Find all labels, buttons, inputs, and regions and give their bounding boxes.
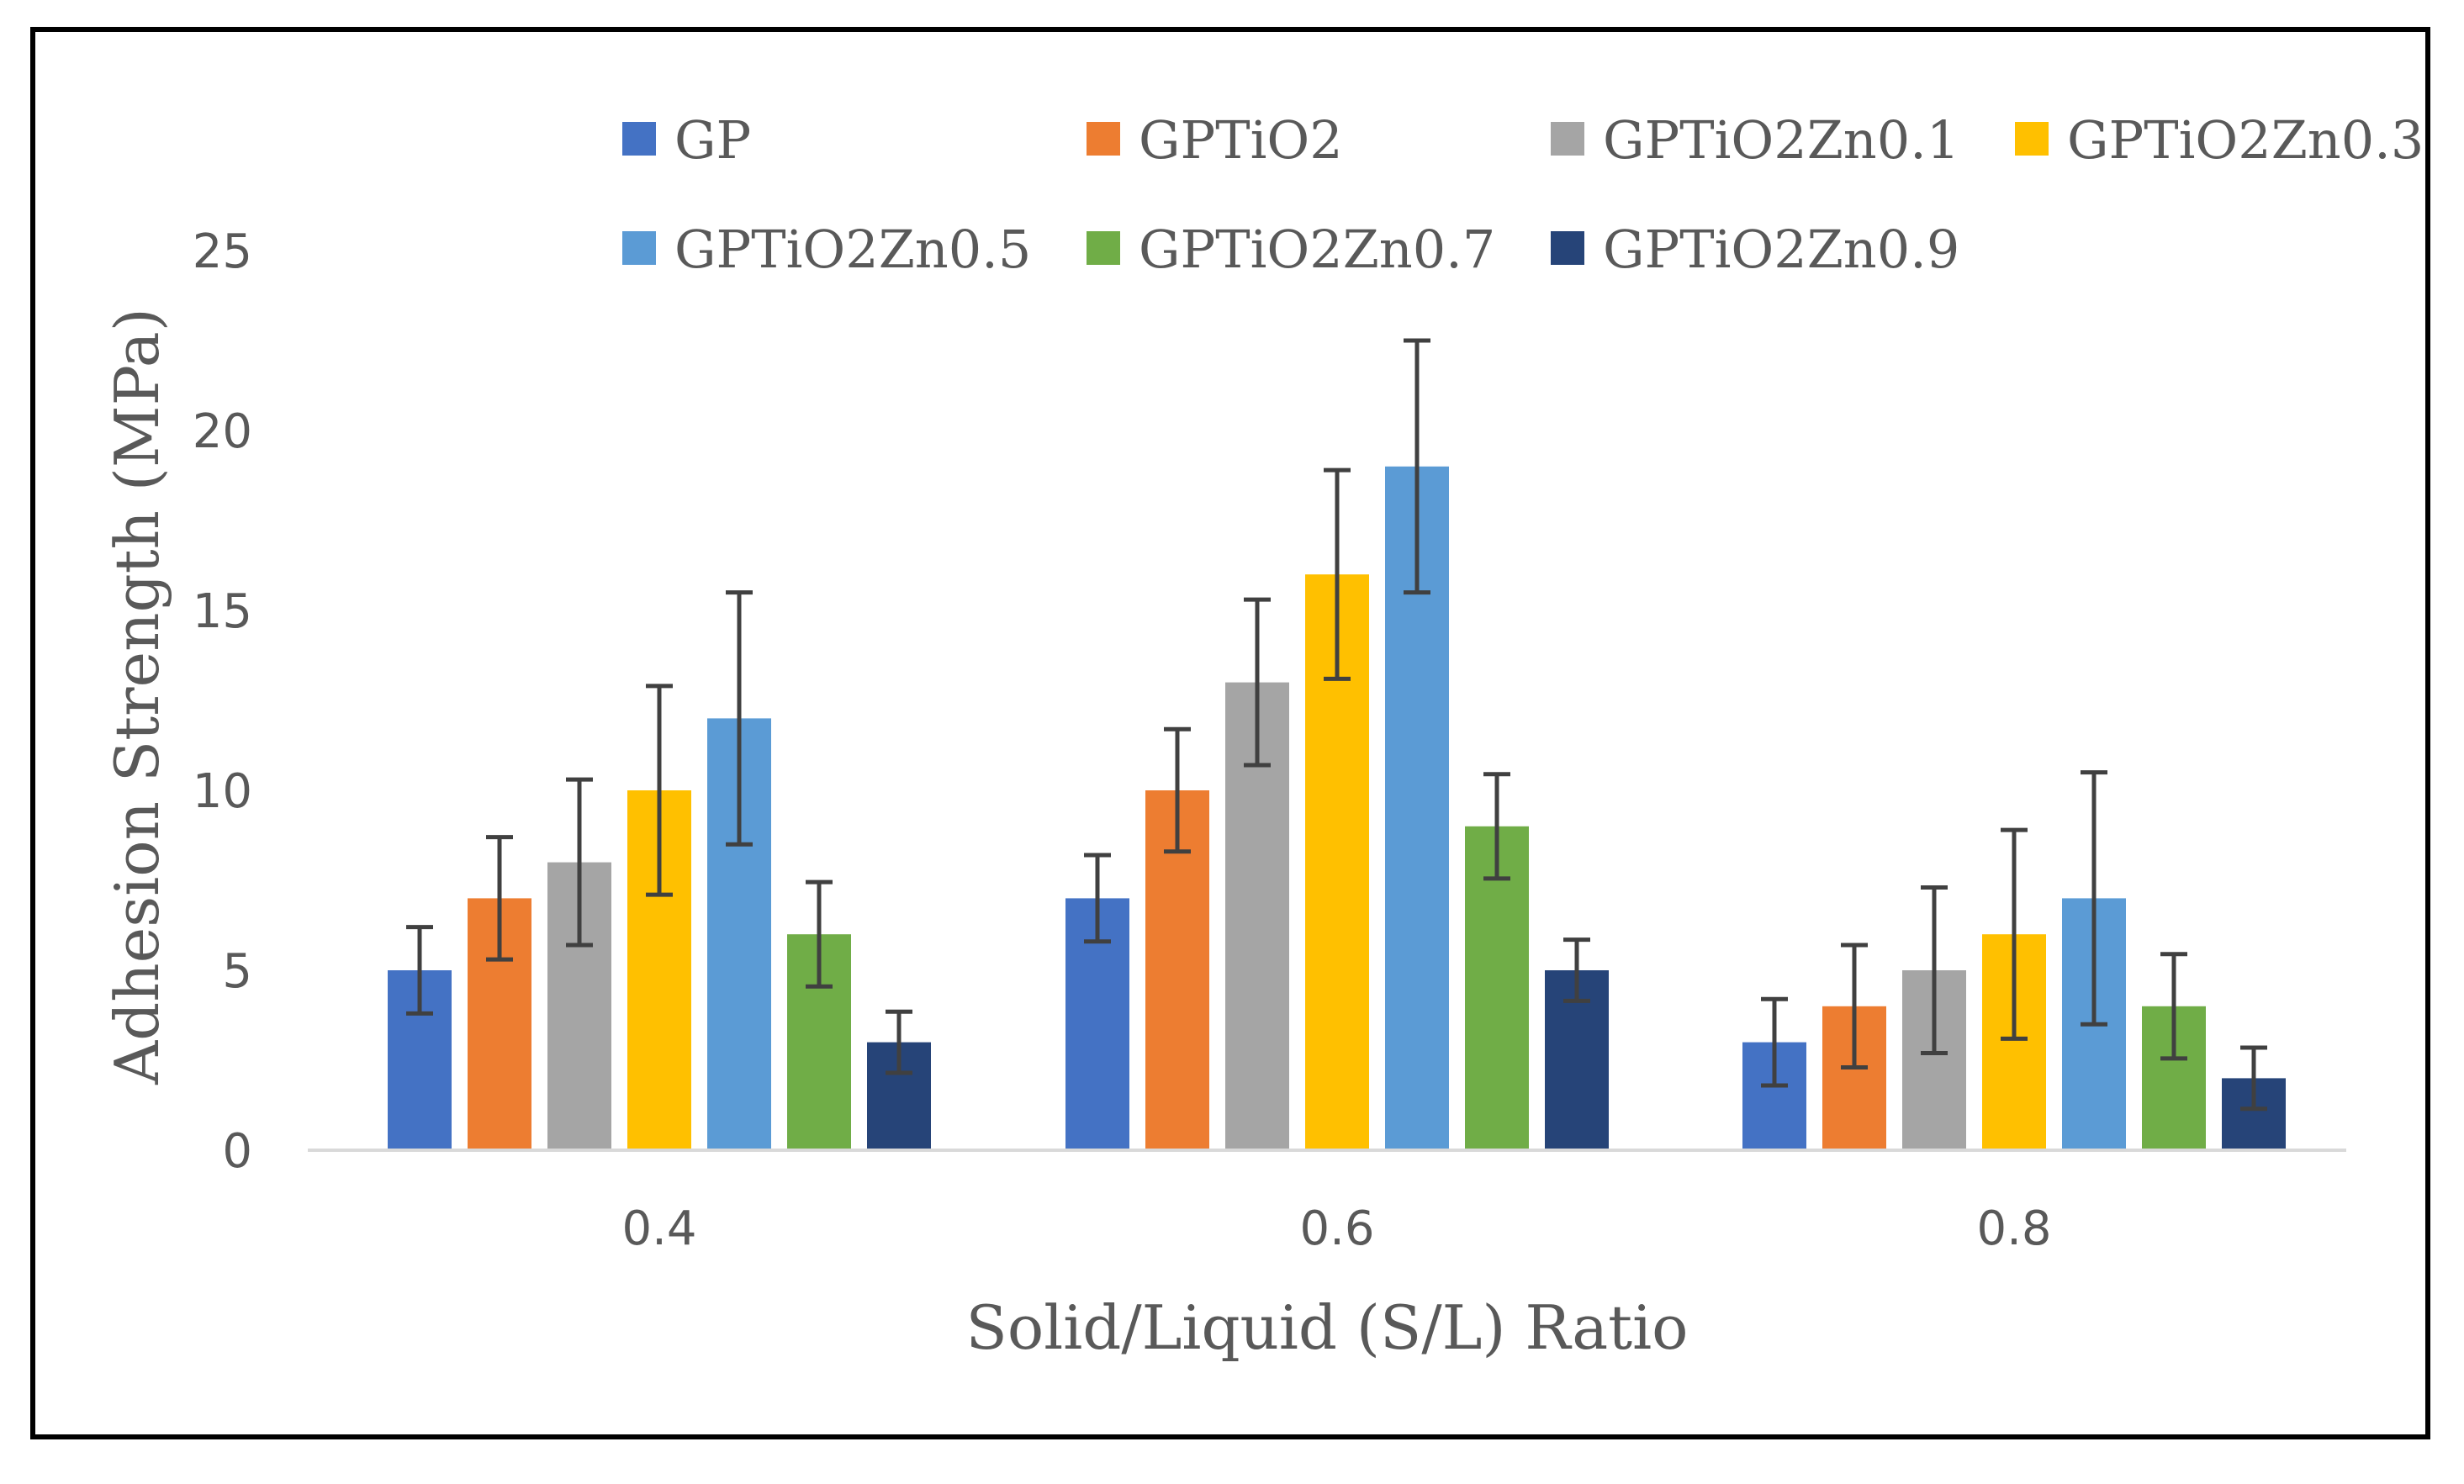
legend-item-GPTiO2Zn0.9: GPTiO2Zn0.9 xyxy=(1551,219,1959,280)
error-bar-GPTiO2-0.8 xyxy=(1841,943,1868,1070)
error-bar-GPTiO2Zn0.1-0.8 xyxy=(1921,885,1948,1055)
legend-item-GPTiO2Zn0.7: GPTiO2Zn0.7 xyxy=(1087,219,1495,280)
legend-label: GPTiO2 xyxy=(1139,109,1343,171)
legend-swatch xyxy=(622,122,656,156)
error-bar-GPTiO2-0.4 xyxy=(486,835,513,962)
legend-swatch xyxy=(1087,122,1120,156)
legend-label: GP xyxy=(674,109,751,171)
x-tick-label: 0.4 xyxy=(621,1201,696,1256)
legend-label: GPTiO2Zn0.7 xyxy=(1139,219,1495,280)
x-tick-label: 0.6 xyxy=(1299,1201,1374,1256)
error-bar-GP-0.6 xyxy=(1084,853,1111,944)
legend-swatch xyxy=(1551,231,1584,265)
legend-item-GPTiO2Zn0.3: GPTiO2Zn0.3 xyxy=(2015,109,2424,171)
legend: GP GPTiO2 GPTiO2Zn0.1 GPTiO2Zn0.3 GPTiO2Zn0.… xyxy=(622,109,2424,280)
legend-swatch xyxy=(1551,122,1584,156)
error-bars xyxy=(406,338,2267,1112)
legend-swatch xyxy=(1087,231,1120,265)
legend-item-GPTiO2: GPTiO2 xyxy=(1087,109,1343,171)
x-axis-ticks: 0.4 0.6 0.8 xyxy=(621,1201,2051,1256)
error-bar-GPTiO2Zn0.5-0.8 xyxy=(2081,770,2107,1027)
error-bar-GPTiO2Zn0.9-0.4 xyxy=(886,1009,912,1075)
legend-item-GPTiO2Zn0.5: GPTiO2Zn0.5 xyxy=(622,219,1031,280)
error-bar-GPTiO2Zn0.7-0.8 xyxy=(2160,952,2187,1061)
x-tick-label: 0.8 xyxy=(1976,1201,2051,1256)
error-bar-GPTiO2Zn0.7-0.6 xyxy=(1483,772,1510,881)
y-tick-label: 25 xyxy=(193,224,252,279)
y-tick-label: 5 xyxy=(222,944,252,999)
y-tick-label: 20 xyxy=(193,404,252,459)
error-bar-GPTiO2Zn0.1-0.6 xyxy=(1244,597,1271,768)
error-bar-GPTiO2Zn0.9-0.6 xyxy=(1563,937,1590,1003)
legend-item-GPTiO2Zn0.1: GPTiO2Zn0.1 xyxy=(1551,109,1959,171)
error-bar-GP-0.4 xyxy=(406,925,433,1016)
error-bar-GPTiO2Zn0.3-0.6 xyxy=(1324,467,1351,681)
error-bar-GPTiO2-0.6 xyxy=(1164,726,1191,854)
legend-label: GPTiO2Zn0.1 xyxy=(1603,109,1959,171)
y-tick-label: 10 xyxy=(193,764,252,819)
x-axis-title: Solid/Liquid (S/L) Ratio xyxy=(966,1292,1689,1363)
error-bar-GPTiO2Zn0.3-0.4 xyxy=(646,684,673,897)
error-bar-GPTiO2Zn0.3-0.8 xyxy=(2001,827,2028,1041)
y-axis-title: Adhesion Strength (MPa) xyxy=(102,308,172,1085)
legend-label: GPTiO2Zn0.3 xyxy=(2067,109,2424,171)
legend-swatch xyxy=(2015,122,2049,156)
bars xyxy=(388,466,2286,1150)
legend-swatch xyxy=(622,231,656,265)
legend-item-GP: GP xyxy=(622,109,751,171)
y-tick-label: 15 xyxy=(193,584,252,639)
error-bar-GPTiO2Zn0.7-0.4 xyxy=(806,879,833,989)
error-bar-GPTiO2Zn0.5-0.6 xyxy=(1404,338,1430,595)
error-bar-GPTiO2Zn0.5-0.4 xyxy=(726,590,753,847)
error-bar-GP-0.8 xyxy=(1761,996,1788,1088)
y-tick-label: 0 xyxy=(222,1124,252,1179)
legend-label: GPTiO2Zn0.9 xyxy=(1603,219,1959,280)
y-axis-ticks: 0 5 10 15 20 25 xyxy=(193,224,252,1179)
legend-label: GPTiO2Zn0.5 xyxy=(674,219,1031,280)
error-bar-GPTiO2Zn0.1-0.4 xyxy=(566,777,593,948)
error-bar-GPTiO2Zn0.9-0.8 xyxy=(2240,1045,2267,1112)
